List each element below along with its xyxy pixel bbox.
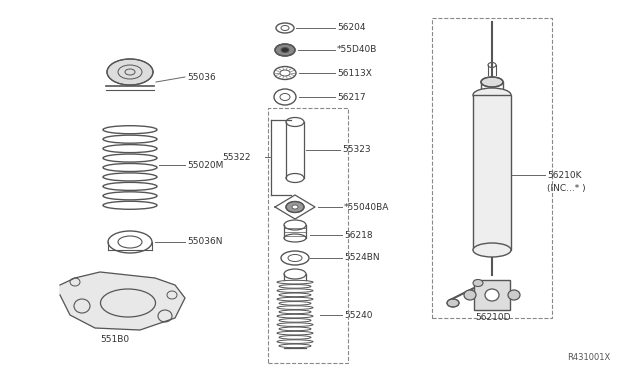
- Ellipse shape: [464, 290, 476, 300]
- Ellipse shape: [281, 48, 289, 52]
- Bar: [473, 95, 511, 250]
- Polygon shape: [60, 272, 185, 330]
- Ellipse shape: [275, 44, 295, 56]
- Text: 55322: 55322: [222, 153, 250, 161]
- Text: 55323: 55323: [342, 145, 371, 154]
- Text: *55040BA: *55040BA: [344, 202, 389, 212]
- Text: 56218: 56218: [344, 231, 372, 240]
- Ellipse shape: [481, 90, 503, 100]
- Bar: [432, 18, 552, 318]
- Ellipse shape: [447, 299, 459, 307]
- Ellipse shape: [473, 243, 511, 257]
- Text: 55020M: 55020M: [187, 160, 223, 170]
- Ellipse shape: [485, 289, 499, 301]
- Text: 56204: 56204: [337, 23, 365, 32]
- Text: 55036: 55036: [187, 73, 216, 81]
- Text: 55240: 55240: [344, 311, 372, 320]
- Ellipse shape: [481, 77, 503, 87]
- Bar: [474, 280, 510, 310]
- Text: 56210D: 56210D: [475, 314, 511, 323]
- Text: 56113X: 56113X: [337, 68, 372, 77]
- Ellipse shape: [473, 88, 511, 102]
- Text: (INC...* ): (INC...* ): [547, 183, 586, 192]
- Text: 56210K: 56210K: [547, 170, 582, 180]
- Text: 55036N: 55036N: [187, 237, 223, 247]
- Ellipse shape: [107, 59, 153, 85]
- Text: 5524BN: 5524BN: [344, 253, 380, 263]
- Text: 551B0: 551B0: [100, 336, 129, 344]
- Bar: [268, 108, 348, 363]
- Ellipse shape: [473, 279, 483, 286]
- Ellipse shape: [508, 290, 520, 300]
- Ellipse shape: [286, 202, 304, 212]
- Text: R431001X: R431001X: [567, 353, 610, 362]
- Text: *55D40B: *55D40B: [337, 45, 378, 55]
- Text: 56217: 56217: [337, 93, 365, 102]
- Ellipse shape: [292, 205, 298, 209]
